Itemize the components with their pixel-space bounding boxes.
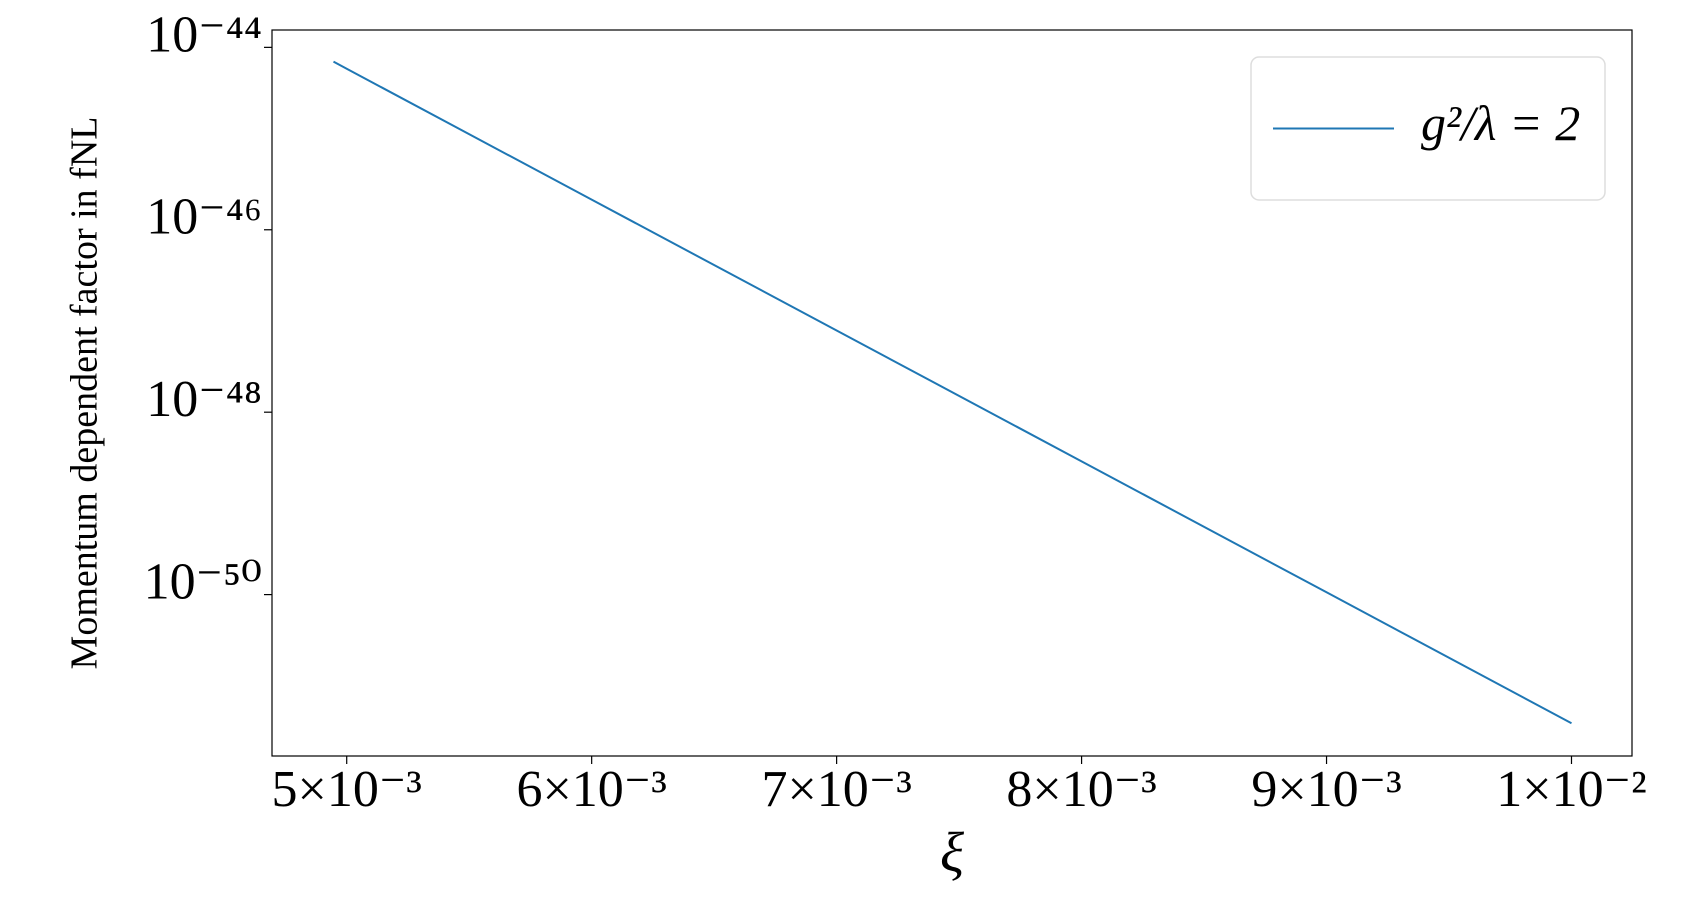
y-tick-label: 10⁻⁴⁴: [146, 6, 262, 63]
x-tick-label: 7×10⁻³: [761, 761, 911, 818]
x-tick-label: 8×10⁻³: [1006, 761, 1156, 818]
y-tick-label: 10⁻⁴⁸: [146, 371, 262, 428]
x-tick-label: 1×10⁻²: [1496, 761, 1646, 818]
legend-label: g²/λ = 2: [1421, 95, 1580, 151]
x-tick-label: 6×10⁻³: [516, 761, 666, 818]
y-tick-label: 10⁻⁴⁶: [146, 189, 262, 246]
x-tick-label: 5×10⁻³: [272, 761, 422, 818]
x-tick-label: 9×10⁻³: [1251, 761, 1401, 818]
y-tick-label: 10⁻⁵⁰: [144, 554, 262, 611]
plot-area: [271, 29, 1633, 757]
y-axis-label: Momentum dependent factor in fNL: [64, 117, 106, 670]
line-series: [333, 60, 1572, 725]
legend-box: [1250, 56, 1606, 201]
x-axis-label: ξ: [940, 822, 964, 884]
